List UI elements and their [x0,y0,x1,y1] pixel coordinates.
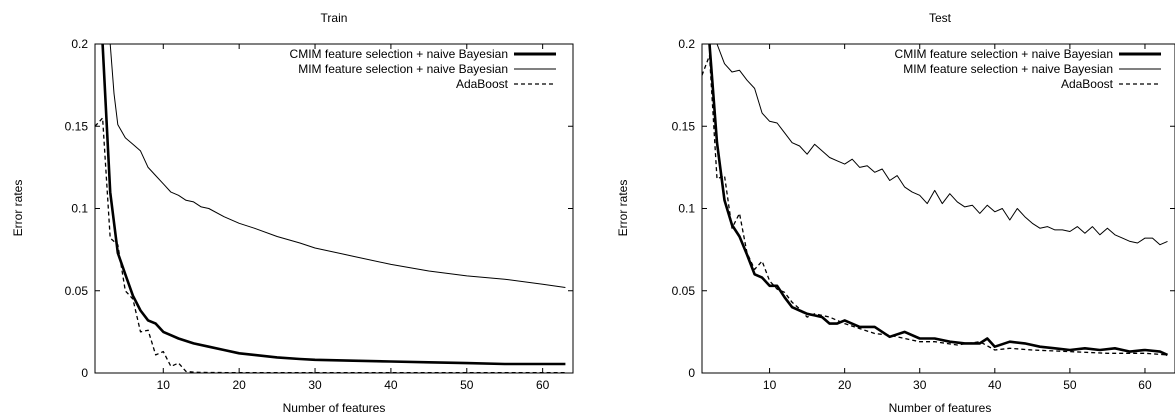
x-tick-label: 30 [308,378,322,392]
train-chart: Train Error rates Number of features 10 2… [11,11,574,415]
legend-label: CMIM feature selection + naive Bayesian [895,47,1113,61]
y-tick-label: 0.2 [71,37,88,51]
y-axis-label: Error rates [616,180,630,237]
x-axis-label: Number of features [283,401,386,415]
x-tick-label: 50 [460,378,474,392]
series-line-dashed [702,54,1168,356]
y-axis-label: Error rates [11,180,25,237]
x-tick-label: 40 [988,378,1002,392]
y-tick-label: 0.15 [65,119,89,133]
x-tick-label: 40 [384,378,398,392]
plot-frame [94,43,574,374]
y-tick-label: 0.2 [678,37,695,51]
series-line-thick [101,44,566,366]
legend-label: MIM feature selection + naive Bayesian [298,62,508,76]
series-line-thin [716,44,1168,246]
x-tick-label: 20 [232,378,246,392]
legend-label: AdaBoost [1061,77,1114,91]
y-tick-label: 0.05 [672,284,696,298]
plot-frame [701,43,1175,374]
x-tick-label: 20 [838,378,852,392]
series-line-thin [109,44,566,288]
legend: CMIM feature selection + naive Bayesian … [290,47,556,91]
y-tick-label: 0.1 [678,202,695,216]
x-tick-label: 10 [157,378,171,392]
legend-label: MIM feature selection + naive Bayesian [903,62,1113,76]
chart-title: Train [321,11,348,25]
x-tick-label: 50 [1063,378,1077,392]
x-tick-label: 10 [763,378,777,392]
y-tick-label: 0 [81,366,88,380]
test-chart: Test Error rates Number of features 10 20… [616,11,1175,415]
y-tick-label: 0.05 [65,284,89,298]
series-line-dashed [95,117,566,373]
chart-title: Test [929,11,952,25]
y-tick-label: 0 [688,366,695,380]
x-tick-label: 60 [536,378,550,392]
x-tick-label: 30 [913,378,927,392]
y-tick-label: 0.1 [71,202,88,216]
legend-label: AdaBoost [456,77,509,91]
y-tick-label: 0.15 [672,119,696,133]
x-axis-label: Number of features [889,401,992,415]
x-tick-label: 60 [1138,378,1152,392]
series-line-thick [708,44,1169,357]
legend-label: CMIM feature selection + naive Bayesian [290,47,508,61]
legend: CMIM feature selection + naive Bayesian … [895,47,1161,91]
